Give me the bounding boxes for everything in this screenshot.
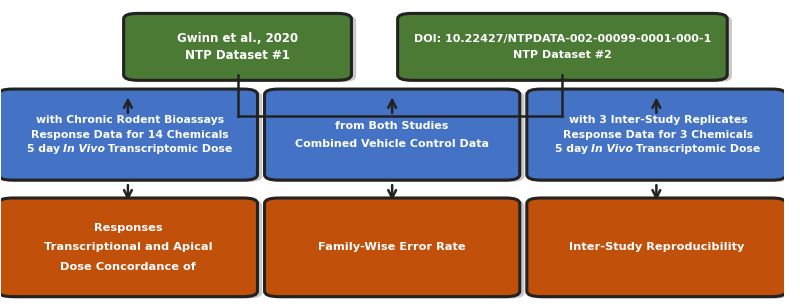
FancyBboxPatch shape <box>270 91 525 182</box>
FancyBboxPatch shape <box>270 200 525 299</box>
Text: Combined Vehicle Control Data: Combined Vehicle Control Data <box>295 139 489 149</box>
Text: from Both Studies: from Both Studies <box>335 120 449 130</box>
Text: NTP Dataset #2: NTP Dataset #2 <box>513 50 612 60</box>
FancyBboxPatch shape <box>527 89 786 180</box>
FancyBboxPatch shape <box>531 91 790 182</box>
Text: 5 day: 5 day <box>555 144 592 154</box>
FancyBboxPatch shape <box>265 198 520 297</box>
Text: In Vivo: In Vivo <box>62 144 105 154</box>
Text: Transcriptomic Dose: Transcriptomic Dose <box>104 144 232 154</box>
FancyBboxPatch shape <box>265 89 520 180</box>
Text: Dose Concordance of: Dose Concordance of <box>60 262 196 272</box>
FancyBboxPatch shape <box>402 15 732 82</box>
FancyBboxPatch shape <box>0 89 258 180</box>
Text: Response Data for 14 Chemicals: Response Data for 14 Chemicals <box>31 130 229 140</box>
Text: NTP Dataset #1: NTP Dataset #1 <box>185 49 290 62</box>
Text: 5 day: 5 day <box>26 144 63 154</box>
FancyBboxPatch shape <box>531 200 790 299</box>
Text: Responses: Responses <box>94 223 162 233</box>
Text: Transcriptional and Apical: Transcriptional and Apical <box>44 242 212 252</box>
Text: Transcriptomic Dose: Transcriptomic Dose <box>632 144 761 154</box>
Text: DOI: 10.22427/NTPDATA-002-00099-0001-000-1: DOI: 10.22427/NTPDATA-002-00099-0001-000… <box>414 33 711 43</box>
Text: In Vivo: In Vivo <box>591 144 633 154</box>
FancyBboxPatch shape <box>0 198 258 297</box>
Text: with Chronic Rodent Bioassays: with Chronic Rodent Bioassays <box>36 115 224 125</box>
Text: Inter-Study Reproducibility: Inter-Study Reproducibility <box>569 242 744 252</box>
Text: Family-Wise Error Rate: Family-Wise Error Rate <box>318 242 466 252</box>
Text: with 3 Inter-Study Replicates: with 3 Inter-Study Replicates <box>569 115 748 125</box>
FancyBboxPatch shape <box>3 200 262 299</box>
Text: Gwinn et al., 2020: Gwinn et al., 2020 <box>177 32 298 45</box>
Text: Response Data for 3 Chemicals: Response Data for 3 Chemicals <box>563 130 754 140</box>
FancyBboxPatch shape <box>527 198 786 297</box>
FancyBboxPatch shape <box>398 13 727 80</box>
FancyBboxPatch shape <box>3 91 262 182</box>
FancyBboxPatch shape <box>124 13 351 80</box>
FancyBboxPatch shape <box>128 15 356 82</box>
